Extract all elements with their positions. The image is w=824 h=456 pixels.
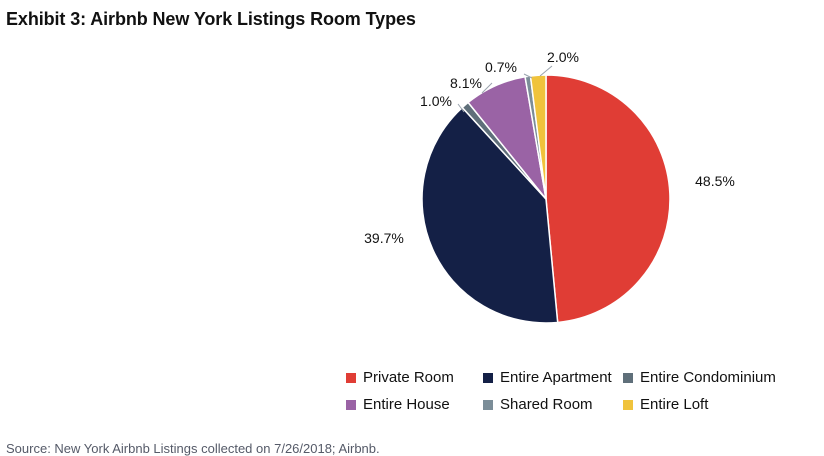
legend-swatch	[483, 372, 493, 383]
pie-slice-entire-loft	[529, 74, 547, 200]
legend-label: Entire Loft	[640, 396, 709, 413]
source-note: Source: New York Airbnb Listings collect…	[6, 441, 380, 456]
data-label-entire-apartment: 39.7%	[364, 230, 404, 246]
legend-item-entire-apartment: Entire Apartment	[483, 369, 623, 386]
leader-line-shared-room	[523, 73, 533, 79]
legend-row: Private Room Entire Apartment Entire Con…	[346, 364, 816, 391]
legend-label: Entire House	[363, 396, 450, 413]
legend-row: Entire House Shared Room Entire Loft	[346, 391, 816, 418]
legend-swatch	[623, 372, 633, 383]
legend-swatch	[346, 372, 356, 383]
legend-label: Shared Room	[500, 396, 593, 413]
data-label-entire-house: 8.1%	[450, 75, 482, 91]
legend-swatch	[623, 399, 633, 410]
data-label-entire-condominium: 1.0%	[420, 93, 452, 109]
data-label-shared-room: 0.7%	[485, 59, 517, 75]
chart-title: Exhibit 3: Airbnb New York Listings Room…	[6, 9, 416, 29]
legend-swatch	[346, 399, 356, 410]
legend-item-entire-house: Entire House	[346, 396, 483, 413]
legend-swatch	[483, 399, 493, 410]
chart-legend: Private Room Entire Apartment Entire Con…	[346, 364, 816, 418]
legend-item-private-room: Private Room	[346, 369, 483, 386]
legend-item-entire-condominium: Entire Condominium	[623, 369, 776, 386]
legend-label: Entire Apartment	[500, 369, 612, 386]
pie-slice-entire-apartment	[421, 106, 559, 324]
data-label-entire-loft: 2.0%	[547, 49, 579, 65]
legend-label: Entire Condominium	[640, 369, 776, 386]
legend-label: Private Room	[363, 369, 454, 386]
leader-line-entire-condominium	[457, 103, 465, 113]
data-label-private-room: 48.5%	[695, 173, 735, 189]
pie-slice-private-room	[545, 74, 671, 324]
leader-line-entire-house	[481, 82, 493, 94]
leader-line-entire-loft	[539, 65, 553, 77]
legend-item-shared-room: Shared Room	[483, 396, 623, 413]
legend-item-entire-loft: Entire Loft	[623, 396, 708, 413]
